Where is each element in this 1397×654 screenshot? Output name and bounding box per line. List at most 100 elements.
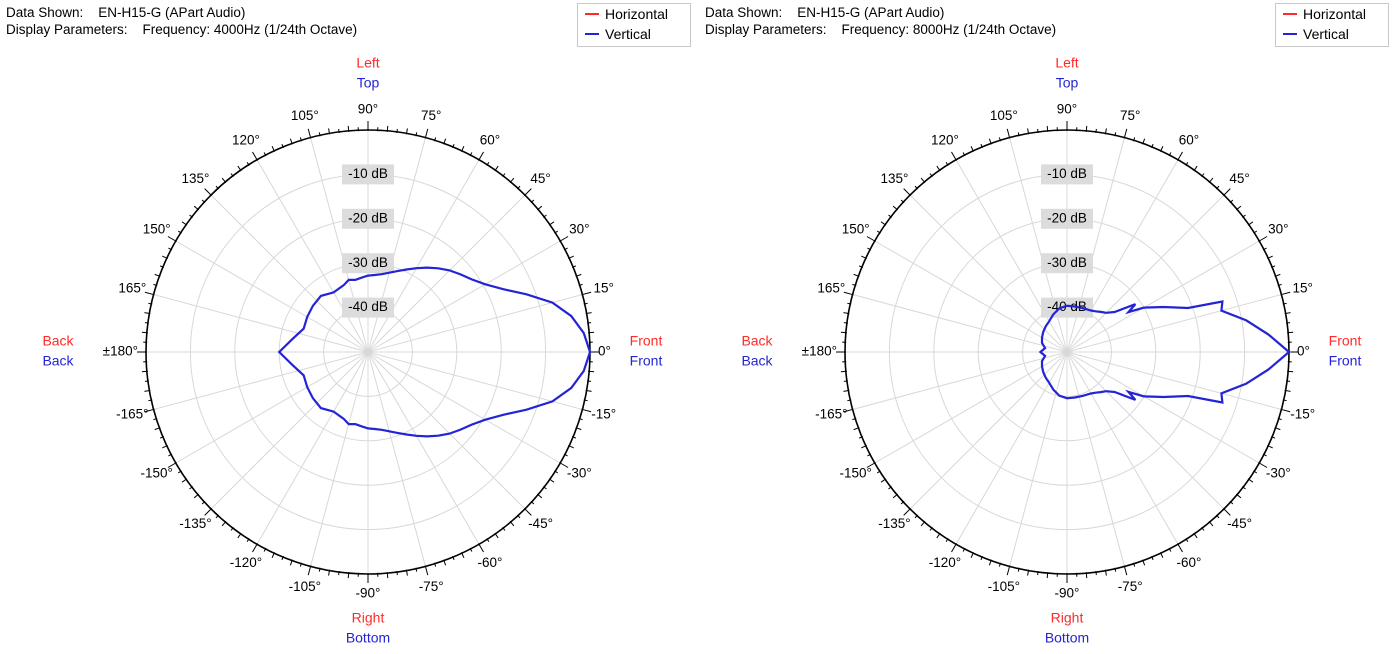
angle-label: -60° [478,555,503,570]
angle-tick [433,137,437,142]
angle-tick [1193,532,1198,539]
angle-tick [900,500,905,505]
radial-label: -20 dB [348,210,388,225]
angle-tick [252,543,258,553]
angle-tick [929,527,933,531]
grid-spoke [175,240,369,353]
angle-label: -90° [1055,586,1080,601]
angle-tick [920,177,926,184]
angle-tick [962,547,966,552]
angle-tick [1123,128,1128,139]
angle-tick [1253,470,1258,474]
angle-tick [853,273,860,277]
radial-label: -40 dB [348,299,388,314]
angle-label: 60° [480,132,500,147]
angle-tick [559,236,569,242]
angle-tick [246,538,250,543]
angle-tick [1267,255,1273,260]
angle-tick [452,555,455,561]
angle-tick [888,486,892,490]
angle-tick [1235,493,1242,499]
angle-tick [141,370,148,373]
direction-label-top-blue: Top [1056,75,1079,91]
angle-tick [271,552,276,558]
radial-label-bg [342,164,394,185]
angle-tick [424,128,429,139]
angle-tick [144,408,155,413]
angle-tick [563,453,568,457]
angle-tick [230,173,234,177]
chart-info: Data Shown: EN-H15-G (APart Audio) Displa… [6,4,357,38]
angle-tick [1151,555,1154,561]
angle-label: -135° [878,516,910,531]
angle-label: 0° [598,344,611,359]
angle-tick [936,165,941,172]
angle-tick [1247,478,1254,483]
angle-tick [543,486,547,490]
angle-tick [1201,173,1205,177]
radial-label: -30 dB [1047,255,1087,270]
polar-chart-8000hz: -10 dB-20 dB-30 dB-40 dB0°15°30°45°60°75… [741,55,1362,646]
angle-tick [840,370,847,373]
angle-tick [554,470,559,474]
grid-spoke [153,351,369,410]
angle-tick [289,559,293,566]
angle-tick [1114,132,1117,137]
angle-tick [181,478,188,483]
angle-label: -15° [1290,407,1315,422]
legend-label-horizontal: Horizontal [1303,5,1367,22]
angle-tick [1215,514,1220,519]
angle-tick [575,427,582,431]
angle-label: -75° [419,579,444,594]
legend-item-vertical: Vertical [578,24,690,44]
angle-tick [201,199,206,204]
angle-tick [201,500,206,505]
direction-label-right-blue: Front [1329,353,1362,369]
angle-tick [1177,543,1183,553]
angle-tick [853,427,860,431]
angle-tick [299,562,303,567]
angle-tick [1229,199,1234,204]
angle-tick [281,143,284,149]
angle-ticks [137,121,599,583]
angle-tick [159,436,165,439]
direction-label-left-red: Back [741,333,773,349]
radial-label-bg [342,253,394,274]
angle-tick [1222,507,1231,516]
angle-tick [568,444,574,449]
angle-label: -30° [1266,466,1291,481]
angle-tick [929,173,933,177]
angle-tick [328,128,331,135]
angle-tick [144,380,149,382]
angle-tick [144,322,149,324]
angle-tick [307,565,312,576]
angle-tick [469,152,473,157]
angle-tick [587,380,592,382]
grid-spoke [153,294,369,353]
angle-tick [583,399,588,402]
legend-item-horizontal: Horizontal [1276,4,1388,24]
angle-tick [1006,128,1011,139]
data-shown-line: Data Shown: EN-H15-G (APart Audio) [705,5,945,20]
angle-label: -165° [815,407,847,422]
angle-tick [1270,265,1276,268]
angle-label: 90° [1057,102,1077,117]
angle-tick [338,128,340,133]
angle-ticks [836,121,1298,583]
angle-tick [215,514,220,519]
angle-tick [843,291,854,296]
angle-tick [523,507,532,516]
angle-tick [263,152,267,157]
angle-tick [867,247,872,251]
angle-tick [1193,165,1198,172]
angle-tick [338,571,340,576]
angle-tick [1280,408,1291,413]
angle-label: 30° [569,222,589,237]
angle-tick [1132,562,1136,567]
angle-tick [858,436,864,439]
angle-tick [1208,177,1214,184]
angle-tick [1114,567,1117,572]
legend-label-vertical: Vertical [605,25,651,42]
radial-label-bg [342,208,394,229]
angle-tick [1027,569,1030,576]
